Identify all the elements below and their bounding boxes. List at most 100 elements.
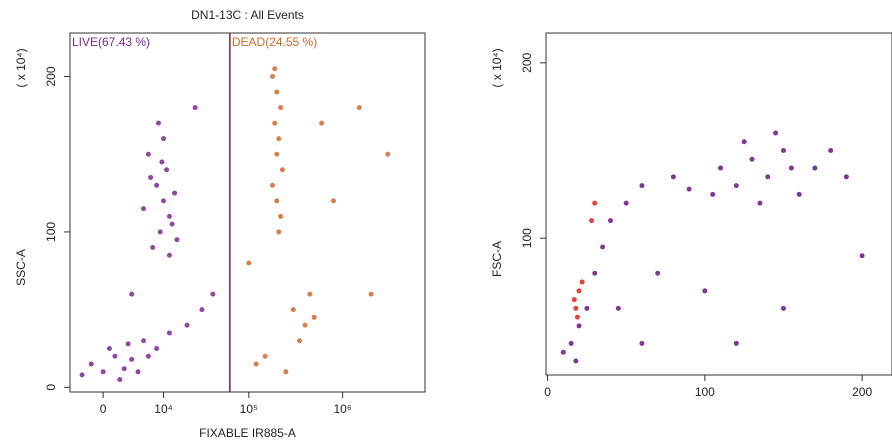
data-point	[623, 200, 629, 206]
data-point	[592, 200, 598, 206]
x-axis-label: FIXABLE IR885-A	[199, 426, 296, 440]
data-point	[741, 139, 747, 145]
data-point	[150, 244, 156, 250]
x-tick-label: 0	[544, 385, 551, 399]
data-point	[574, 314, 580, 320]
y-tick-label: 200	[520, 52, 534, 72]
data-point	[686, 186, 692, 192]
data-point	[733, 183, 739, 189]
data-point	[302, 322, 308, 328]
data-point	[148, 175, 154, 181]
x-tick-label: 10⁵	[240, 402, 258, 416]
x-tick-label: 0	[100, 402, 107, 416]
data-point	[607, 218, 613, 224]
data-point	[166, 330, 172, 336]
chart-title: DN1-13C : All Events	[191, 8, 304, 22]
data-point	[141, 206, 147, 212]
data-point	[164, 167, 170, 173]
data-point	[368, 291, 374, 297]
data-point	[356, 105, 362, 111]
data-point	[330, 198, 336, 204]
y-tick-label: 0	[44, 384, 58, 391]
data-point	[192, 105, 198, 111]
data-point	[262, 353, 268, 359]
data-point	[589, 218, 595, 224]
data-point	[161, 198, 167, 204]
data-point	[117, 377, 123, 383]
data-point	[710, 191, 716, 197]
data-point	[159, 159, 165, 165]
data-point	[812, 165, 818, 171]
data-point	[670, 174, 676, 180]
data-point	[573, 305, 579, 311]
data-point	[129, 291, 135, 297]
data-point	[276, 229, 282, 235]
data-point	[571, 297, 577, 303]
data-point	[319, 120, 325, 126]
data-point	[639, 183, 645, 189]
data-point	[773, 130, 779, 136]
y-tick-label: 100	[520, 228, 534, 248]
y-axis-unit: ( x 10⁴)	[490, 48, 504, 87]
data-point	[584, 305, 590, 311]
data-point	[145, 353, 151, 359]
data-point	[199, 307, 205, 313]
data-point	[290, 307, 296, 313]
data-point	[166, 252, 172, 258]
data-point	[274, 151, 280, 157]
data-point	[702, 288, 708, 294]
data-point	[155, 120, 161, 126]
x-tick-label: 100	[695, 385, 715, 399]
x-tick-label: 200	[852, 385, 872, 399]
data-point	[757, 200, 763, 206]
data-point	[274, 89, 280, 95]
data-point	[576, 288, 582, 294]
data-point	[112, 353, 118, 359]
data-point	[270, 74, 276, 80]
data-point	[568, 340, 574, 346]
data-point	[174, 237, 180, 243]
data-point	[780, 148, 786, 154]
data-point	[639, 340, 645, 346]
data-point	[576, 323, 582, 329]
data-point	[154, 345, 160, 351]
data-point	[796, 191, 802, 197]
data-point	[615, 305, 621, 311]
data-point	[655, 270, 661, 276]
data-point	[272, 120, 278, 126]
data-point	[297, 338, 303, 344]
plot-frame	[69, 32, 426, 393]
data-point	[279, 167, 285, 173]
data-point	[385, 151, 391, 157]
data-point	[210, 291, 216, 297]
data-point	[780, 305, 786, 311]
data-point	[145, 151, 151, 157]
data-point	[560, 349, 566, 355]
data-point	[253, 361, 259, 367]
data-point	[843, 174, 849, 180]
data-point	[749, 156, 755, 162]
data-point	[100, 369, 106, 375]
data-point	[859, 253, 865, 259]
data-point	[278, 213, 284, 219]
y-tick-label: 200	[44, 66, 58, 86]
plot-frame	[545, 32, 892, 376]
data-point	[592, 270, 598, 276]
y-axis-label: FSC-A	[490, 241, 504, 277]
data-point	[765, 174, 771, 180]
data-point	[276, 136, 282, 142]
gate-label: LIVE(67.43 %)	[72, 35, 150, 49]
data-point	[718, 165, 724, 171]
x-tick-label: 10⁶	[333, 402, 351, 416]
data-point	[172, 190, 178, 196]
data-point	[311, 314, 317, 320]
data-point	[579, 279, 585, 285]
gate-label: DEAD(24.55 %)	[232, 35, 317, 49]
data-point	[121, 366, 127, 372]
data-point	[600, 244, 606, 250]
data-point	[283, 369, 289, 375]
data-point	[129, 356, 135, 362]
data-point	[270, 182, 276, 188]
data-point	[278, 105, 284, 111]
